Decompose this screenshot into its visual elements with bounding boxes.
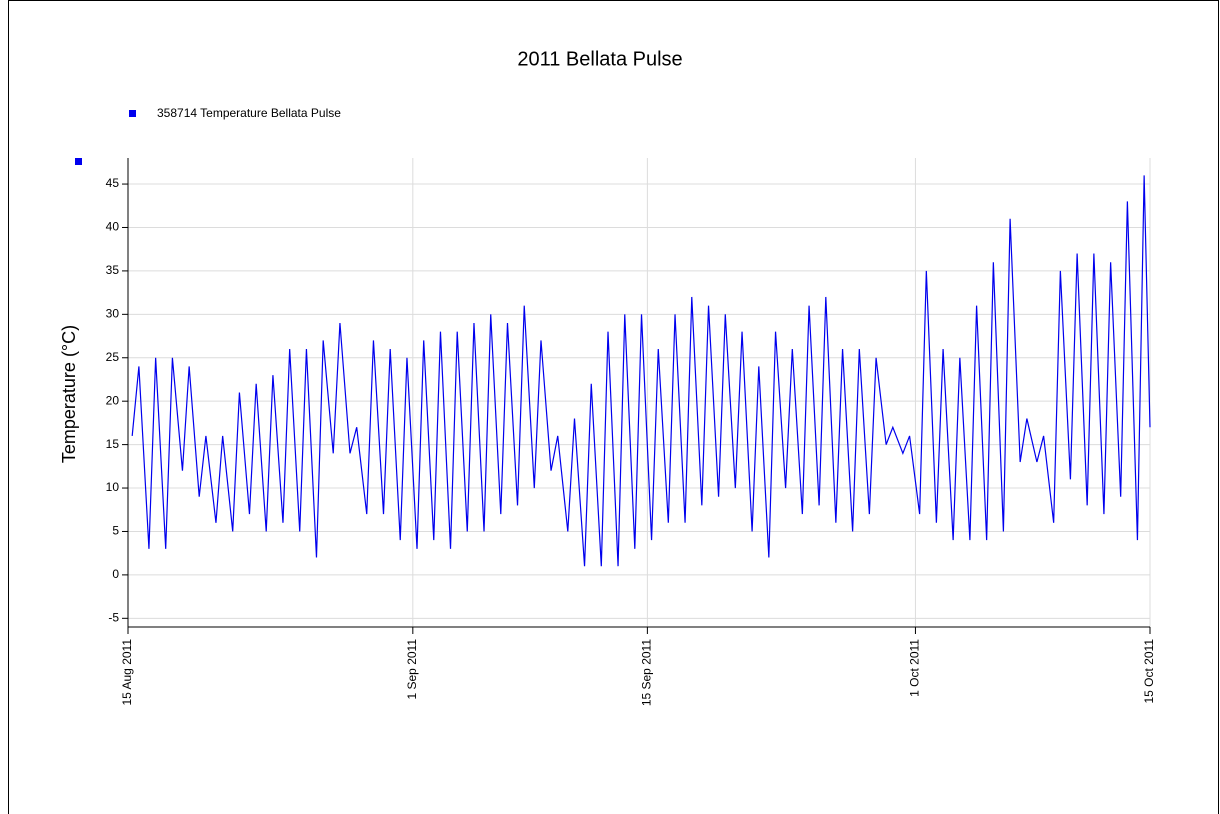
x-tick-label: 15 Sep 2011 — [640, 639, 654, 706]
y-tick-label: 35 — [106, 263, 120, 277]
y-tick-label: 20 — [106, 393, 120, 407]
x-tick-label: 15 Aug 2011 — [120, 639, 134, 706]
y-tick-label: 40 — [106, 220, 120, 234]
y-tick-label: 25 — [106, 350, 120, 364]
y-tick-label: 30 — [106, 307, 120, 321]
y-tick-label: 45 — [106, 176, 120, 190]
marker — [75, 158, 82, 165]
y-tick-label: 5 — [112, 524, 119, 538]
y-tick-label: -5 — [108, 610, 119, 624]
y-axis-label: Temperature (°C) — [59, 325, 79, 463]
x-tick-label: 15 Oct 2011 — [1142, 639, 1156, 704]
y-tick-label: 0 — [112, 567, 119, 581]
y-tick-label: 15 — [106, 437, 120, 451]
line — [131, 175, 1151, 567]
frame — [8, 0, 1219, 814]
x-tick-label: 1 Oct 2011 — [908, 639, 922, 697]
x-tick-label: 1 Sep 2011 — [405, 639, 419, 700]
chart-title: 2011 Bellata Pulse — [517, 48, 682, 70]
y-tick-label: 10 — [106, 480, 120, 494]
legend-swatch — [129, 110, 136, 117]
legend-label: 358714 Temperature Bellata Pulse — [157, 106, 341, 120]
